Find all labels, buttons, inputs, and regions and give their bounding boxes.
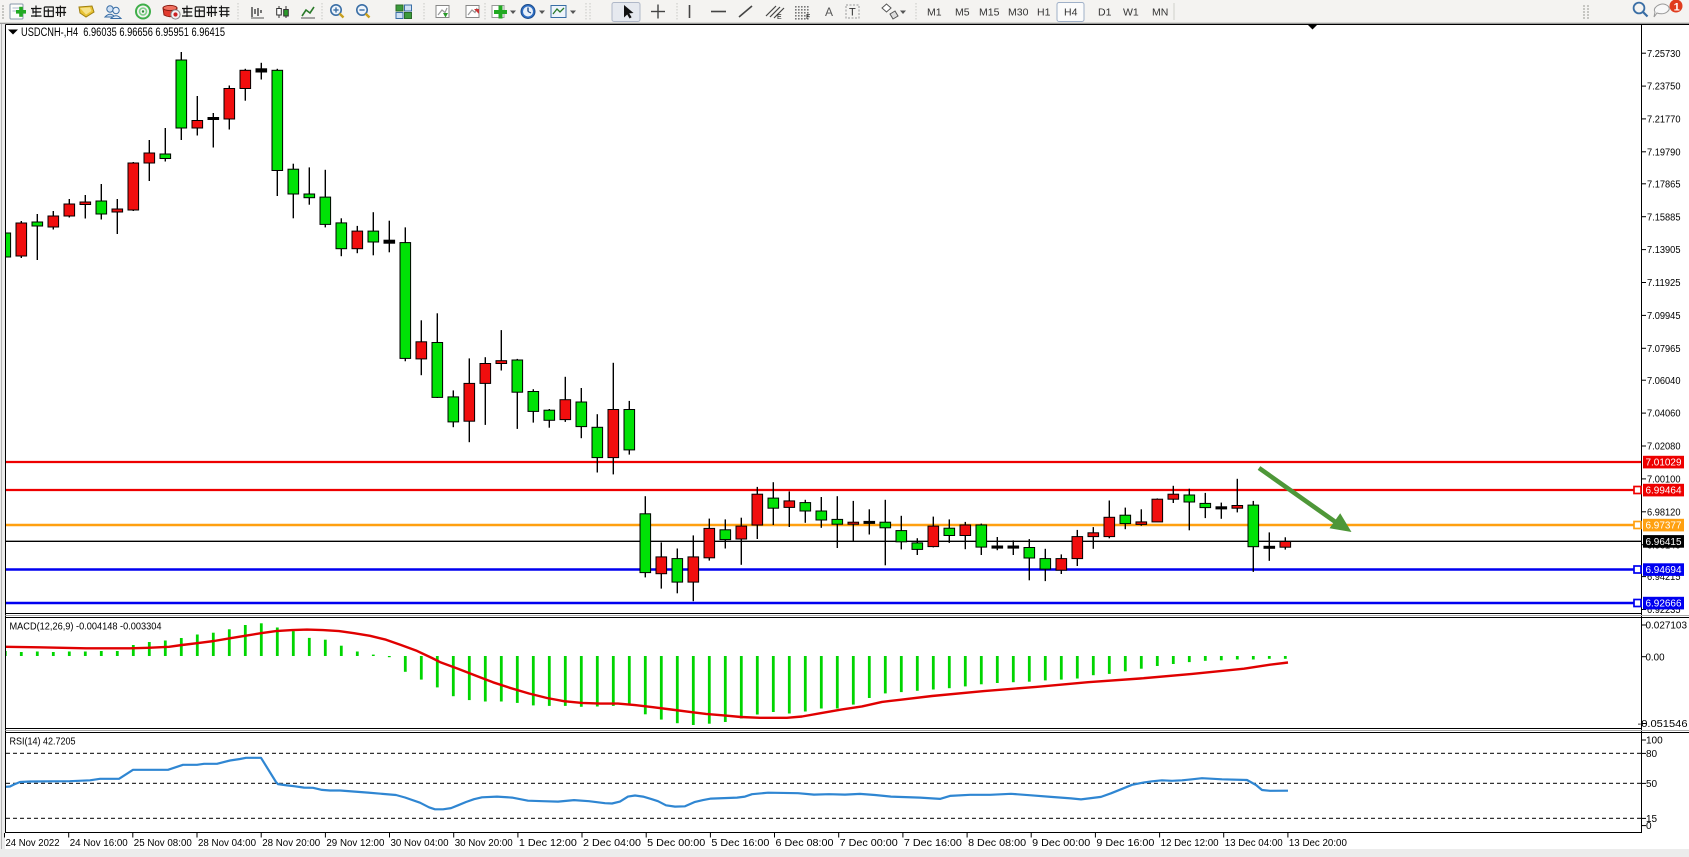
svg-text:-0.051546: -0.051546 <box>1638 719 1688 730</box>
svg-text:7.25730: 7.25730 <box>1647 49 1681 60</box>
svg-text:H4: H4 <box>1064 7 1078 19</box>
svg-text:E: E <box>777 14 782 21</box>
svg-text:F: F <box>806 14 810 21</box>
svg-text:7.19790: 7.19790 <box>1647 147 1681 158</box>
svg-text:6.99464: 6.99464 <box>1646 486 1682 497</box>
svg-text:7.00100: 7.00100 <box>1647 475 1681 486</box>
svg-text:0: 0 <box>1646 821 1652 832</box>
svg-text:13 Dec 04:00: 13 Dec 04:00 <box>1225 838 1283 849</box>
svg-text:29 Nov 12:00: 29 Nov 12:00 <box>326 838 384 849</box>
svg-text:50: 50 <box>1646 779 1658 790</box>
svg-text:7.07965: 7.07965 <box>1647 344 1681 355</box>
svg-text:RSI(14) 42.7205: RSI(14) 42.7205 <box>10 737 76 748</box>
svg-text:A: A <box>825 5 833 19</box>
svg-text:6.97377: 6.97377 <box>1646 521 1682 532</box>
svg-text:6.92235: 6.92235 <box>1647 605 1681 616</box>
svg-text:M5: M5 <box>955 7 970 19</box>
svg-text:6.94215: 6.94215 <box>1647 572 1681 583</box>
svg-text:9 Dec 16:00: 9 Dec 16:00 <box>1096 838 1154 849</box>
svg-text:7 Dec 16:00: 7 Dec 16:00 <box>904 838 962 849</box>
svg-text:7.15885: 7.15885 <box>1647 212 1681 223</box>
svg-text:28 Nov 04:00: 28 Nov 04:00 <box>198 838 256 849</box>
svg-text:T: T <box>849 7 856 19</box>
svg-text:M15: M15 <box>979 7 1000 19</box>
svg-text:MACD(12,26,9) -0.004148 -0.003: MACD(12,26,9) -0.004148 -0.003304 <box>10 622 162 633</box>
svg-text:2 Dec 04:00: 2 Dec 04:00 <box>583 838 641 849</box>
svg-text:28 Nov 20:00: 28 Nov 20:00 <box>262 838 320 849</box>
svg-text:0.027103: 0.027103 <box>1646 621 1688 632</box>
svg-text:1 Dec 12:00: 1 Dec 12:00 <box>519 838 577 849</box>
svg-text:7.13905: 7.13905 <box>1647 245 1681 256</box>
svg-text:6.96415: 6.96415 <box>1646 537 1682 548</box>
svg-text:6.92666: 6.92666 <box>1646 599 1682 610</box>
svg-text:8 Dec 08:00: 8 Dec 08:00 <box>968 838 1026 849</box>
svg-text:100: 100 <box>1646 736 1663 747</box>
svg-text:15: 15 <box>1646 814 1658 825</box>
svg-text:30 Nov 04:00: 30 Nov 04:00 <box>391 838 449 849</box>
svg-text:M1: M1 <box>927 7 942 19</box>
svg-text:W1: W1 <box>1123 7 1139 19</box>
svg-text:USDCNH-,H4 6.96035 6.96656 6.: USDCNH-,H4 6.96035 6.96656 6.95951 6.964… <box>21 27 225 39</box>
svg-text:7.02080: 7.02080 <box>1647 442 1681 453</box>
svg-text:7.11925: 7.11925 <box>1647 278 1681 289</box>
svg-text:6.94694: 6.94694 <box>1646 565 1682 576</box>
svg-text:9 Dec 00:00: 9 Dec 00:00 <box>1032 838 1090 849</box>
svg-text:D1: D1 <box>1098 7 1112 19</box>
svg-text:7.01029: 7.01029 <box>1646 458 1682 469</box>
svg-text:30 Nov 20:00: 30 Nov 20:00 <box>455 838 513 849</box>
svg-text:5 Dec 16:00: 5 Dec 16:00 <box>711 838 769 849</box>
svg-text:7.23750: 7.23750 <box>1647 82 1681 93</box>
svg-text:0.00: 0.00 <box>1646 652 1665 663</box>
svg-text:7.17865: 7.17865 <box>1647 179 1681 190</box>
svg-text:24 Nov 2022: 24 Nov 2022 <box>6 838 60 849</box>
svg-text:13 Dec 20:00: 13 Dec 20:00 <box>1289 838 1347 849</box>
svg-text:6.98120: 6.98120 <box>1647 507 1681 518</box>
svg-text:25 Nov 08:00: 25 Nov 08:00 <box>134 838 192 849</box>
svg-text:H1: H1 <box>1037 7 1051 19</box>
svg-text:5 Dec 00:00: 5 Dec 00:00 <box>647 838 705 849</box>
svg-text:6 Dec 08:00: 6 Dec 08:00 <box>776 838 834 849</box>
svg-text:7.21770: 7.21770 <box>1647 115 1681 126</box>
svg-text:7.09945: 7.09945 <box>1647 311 1681 322</box>
svg-text:80: 80 <box>1646 749 1658 760</box>
svg-text:7.04060: 7.04060 <box>1647 409 1681 420</box>
svg-text:1: 1 <box>1674 1 1680 13</box>
svg-text:12 Dec 12:00: 12 Dec 12:00 <box>1161 838 1219 849</box>
svg-text:7.06040: 7.06040 <box>1647 376 1681 387</box>
svg-text:M30: M30 <box>1008 7 1029 19</box>
svg-text:MN: MN <box>1152 7 1168 19</box>
svg-text:7 Dec 00:00: 7 Dec 00:00 <box>840 838 898 849</box>
svg-text:24 Nov 16:00: 24 Nov 16:00 <box>70 838 128 849</box>
